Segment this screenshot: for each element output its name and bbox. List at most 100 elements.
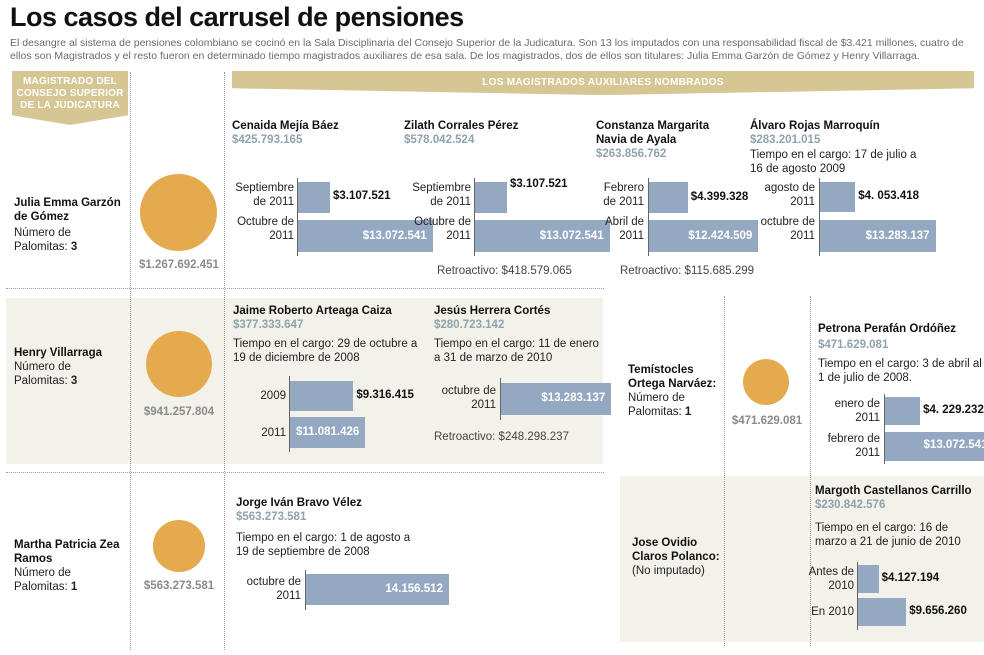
bar-value: $4.127.194 <box>881 572 940 584</box>
bar-value: $4. 229.232 <box>923 404 984 416</box>
bar-value: $9.656.260 <box>909 605 967 617</box>
auxiliary-total: $578.042.524 <box>404 134 475 146</box>
tenure-text: Tiempo en el cargo: 1 de agosto a 19 de … <box>236 532 411 558</box>
bar-label: octubre de 2011 <box>760 216 815 242</box>
salary-bar <box>820 220 936 252</box>
bar-label: agosto de 2011 <box>764 182 815 208</box>
separator <box>130 72 131 650</box>
bar-value: $4. 053.418 <box>858 190 920 202</box>
auxiliary-total: $280.723.142 <box>434 319 505 331</box>
auxiliary-name: Jorge Iván Bravo Vélez <box>236 497 362 509</box>
salary-bar <box>858 598 907 626</box>
auxiliary-total: $563.273.581 <box>236 511 307 523</box>
bar-label: Antes de 2010 <box>808 566 854 592</box>
auxiliary-name: Álvaro Rojas Marroquín <box>750 120 880 132</box>
magistrate-name: Temístocles Ortega Narváez: <box>628 364 717 390</box>
separator <box>224 72 225 650</box>
separator <box>6 472 604 473</box>
bar-label: Octubre de 2011 <box>414 216 471 242</box>
auxiliary-total: $471.629.081 <box>818 339 889 351</box>
auxiliary-name: Margoth Castellanos Carrillo <box>815 485 972 497</box>
retroactive-amount: Retroactivo: $115.685.299 <box>620 265 755 277</box>
auxiliary-name: Cenaida Mejía Báez <box>232 120 339 132</box>
auxiliary-name: Jesús Herrera Cortés <box>434 305 551 317</box>
bar-value: $9.316.415 <box>356 389 414 401</box>
magistrate-column-header: MAGISTRADO DEL CONSEJO SUPERIOR DE LA JU… <box>12 71 128 125</box>
salary-bar <box>290 417 366 448</box>
bar-label: Septiembre de 2011 <box>412 182 471 208</box>
salary-bar <box>885 432 984 461</box>
magistrate-temistocles: Temístocles Ortega Narváez: Número de Pa… <box>628 363 724 419</box>
tenure-text: Tiempo en el cargo: 17 de julio a 16 de … <box>750 149 917 175</box>
auxiliary-name: Zilath Corrales Pérez <box>404 120 519 132</box>
amount-circle <box>742 358 790 406</box>
separator <box>6 288 604 289</box>
tenure-text: Tiempo en el cargo: 16 de marzo a 21 de … <box>815 522 961 548</box>
bar-value: $13.072.541 <box>362 230 427 242</box>
salary-bar <box>501 383 612 415</box>
amount-circle <box>140 174 217 251</box>
magistrate-henry: Henry Villarraga Número de Palomitas: 3 <box>14 346 126 388</box>
not-charged-note: (No imputado) <box>632 565 705 577</box>
salary-bar <box>820 182 856 212</box>
bar-label: octubre de 2011 <box>441 385 496 411</box>
magistrate-total: $563.273.581 <box>143 580 215 592</box>
bar-label: 2011 <box>261 427 286 439</box>
magistrate-name: Julia Emma Garzón de Gómez <box>14 197 121 223</box>
auxiliary-name: Constanza Margarita Navia de Ayala <box>596 120 710 146</box>
salary-bar <box>885 397 921 425</box>
bar-value: $3.107.521 <box>510 178 568 190</box>
page-title: Los casos del carrusel de pensiones <box>10 2 464 32</box>
tenure-text: Tiempo en el cargo: 11 de enero a 31 de … <box>434 338 599 364</box>
row-band-jose <box>620 476 984 642</box>
amount-circle <box>153 520 205 572</box>
bar-label: enero de 2011 <box>834 398 880 424</box>
palomitas-label: Número de Palomitas: <box>14 227 71 253</box>
palomitas-count: 3 <box>70 375 78 387</box>
bar-value: $13.283.137 <box>865 230 930 242</box>
auxiliaries-header: LOS MAGISTRADOS AUXILIARES NOMBRADOS <box>232 71 974 95</box>
palomitas-info: Número de Palomitas: 1 <box>14 566 126 594</box>
salary-bar <box>649 220 759 252</box>
bar-value: $13.072.541 <box>539 230 604 242</box>
palomitas-count: 1 <box>684 406 692 418</box>
magistrate-total: $1.267.692.451 <box>139 259 219 271</box>
bar-label: Octubre de 2011 <box>237 216 294 242</box>
palomitas-label: Número de Palomitas: <box>14 567 71 593</box>
bar-label: octubre de 2011 <box>246 576 301 602</box>
magistrate-name: Henry Villarraga <box>14 347 103 359</box>
tenure-text: Tiempo en el cargo: 29 de octubre a 19 d… <box>233 338 418 364</box>
auxiliary-total: $283.201.015 <box>750 134 821 146</box>
separator <box>810 296 811 646</box>
salary-bar <box>298 220 433 252</box>
bar-value: $13.283.137 <box>541 392 606 404</box>
salary-bar <box>475 220 610 252</box>
magistrate-name: Jose Ovidio Claros Polanco: <box>632 537 720 563</box>
auxiliary-total: $263.856.762 <box>596 148 667 160</box>
palomitas-count: 1 <box>70 581 78 593</box>
separator <box>724 296 725 646</box>
salary-bar <box>306 574 449 605</box>
palomitas-info: Número de Palomitas: 3 <box>14 360 126 388</box>
auxiliary-total: $377.333.647 <box>233 319 304 331</box>
bar-value: $13.072.541 <box>923 439 984 451</box>
auxiliary-name: Petrona Perafán Ordóñez <box>818 323 957 335</box>
bar-label: Septiembre de 2011 <box>235 182 294 208</box>
salary-bar <box>649 182 688 213</box>
tenure-text: Tiempo en el cargo: 3 de abril al 1 de j… <box>818 358 982 384</box>
retroactive-amount: Retroactivo: $248.298.237 <box>434 431 569 443</box>
bar-value: $12.424.509 <box>688 230 753 242</box>
magistrate-total: $941.257.804 <box>143 406 215 418</box>
auxiliary-name: Jaime Roberto Arteaga Caiza <box>233 305 392 317</box>
palomitas-label: Número de Palomitas: <box>628 392 685 418</box>
bar-label: Abril de 2011 <box>605 216 644 242</box>
bar-label: En 2010 <box>811 606 854 618</box>
bar-value: $4.399.328 <box>690 191 749 203</box>
bar-value: 14.156.512 <box>385 583 443 595</box>
salary-bar <box>290 381 354 411</box>
magistrate-jose: Jose Ovidio Claros Polanco: (No imputado… <box>632 536 728 578</box>
magistrate-martha: Martha Patricia Zea Ramos Número de Palo… <box>14 538 126 594</box>
retroactive-amount: Retroactivo: $418.579.065 <box>437 265 572 277</box>
bar-value: $3.107.521 <box>333 190 391 202</box>
bar-label: Febrero de 2011 <box>603 182 644 208</box>
